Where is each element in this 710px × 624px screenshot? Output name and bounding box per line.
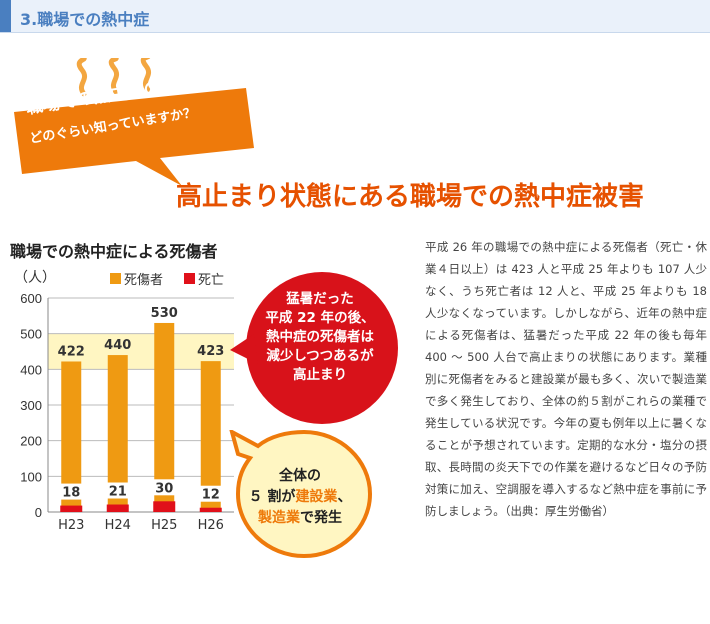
red-callout-text: 猛暑だった 平成 22 年の後、 熱中症の死傷者は 減少しつつあるが 高止まり xyxy=(246,290,394,385)
cream-text: で発生 xyxy=(300,510,342,526)
x-tick-label: H25 xyxy=(151,518,177,533)
heat-waves-icon xyxy=(76,58,152,97)
casualty-bar xyxy=(61,361,82,512)
cream-text: ５ 割が xyxy=(248,489,296,505)
x-tick-label: H23 xyxy=(58,518,84,533)
death-bar xyxy=(60,505,83,512)
y-tick-label: 400 xyxy=(20,362,42,377)
legend-swatch xyxy=(184,273,195,284)
legend-label: 死傷者 xyxy=(124,273,163,288)
y-tick-label: 500 xyxy=(20,327,42,342)
cream-callout-text: 全体の ５ 割が建設業、 製造業で発生 xyxy=(236,466,364,529)
red-callout-line: 減少しつつあるが xyxy=(266,348,374,364)
industry-manufacturing: 製造業 xyxy=(258,510,300,526)
y-tick-label: 100 xyxy=(20,469,42,484)
death-bar xyxy=(199,507,222,512)
bubble-shape xyxy=(14,88,254,186)
death-value-label: 21 xyxy=(109,485,127,500)
y-tick-label: 200 xyxy=(20,434,42,449)
death-bar xyxy=(153,501,176,512)
cream-callout-line-1: 全体の xyxy=(279,468,321,484)
death-value-label: 18 xyxy=(62,486,80,501)
y-tick-label: 300 xyxy=(20,398,42,413)
death-label-bg xyxy=(59,483,84,500)
y-axis-unit: （人） xyxy=(14,270,56,286)
casualty-value-label: 530 xyxy=(151,306,178,321)
death-value-label: 12 xyxy=(202,488,220,503)
x-tick-label: H24 xyxy=(105,518,131,533)
casualty-bar xyxy=(154,322,175,512)
death-label-bg xyxy=(152,479,177,496)
red-callout-line: 高止まり xyxy=(293,367,347,383)
red-callout-line: 熱中症の死傷者は xyxy=(266,329,374,345)
casualty-bar-chart: 0 100 200 300 400 500 600 （人） 死傷者 死亡 422 18 H23 440 21… xyxy=(14,270,234,533)
headline: 高止まり状態にある職場での熱中症被害 xyxy=(176,182,645,212)
section-title: 3.職場での熱中症 xyxy=(20,10,150,29)
article-body: 平成 26 年の職場での熱中症による死傷者（死亡・休業４日以上）は 423 人と… xyxy=(425,240,707,518)
legend-swatch xyxy=(110,273,121,284)
header-accent-bar xyxy=(0,0,11,32)
cream-callout-line-3: 製造業で発生 xyxy=(236,508,364,529)
y-tick-label: 0 xyxy=(35,505,42,520)
casualty-value-label: 422 xyxy=(58,344,85,359)
casualty-value-label: 440 xyxy=(104,338,131,353)
industry-construction: 建設業 xyxy=(295,489,338,505)
red-callout-line: 猛暑だった xyxy=(286,291,354,307)
section-header: 3.職場での熱中症 xyxy=(0,0,710,33)
x-tick-label: H26 xyxy=(198,518,224,533)
y-tick-label: 600 xyxy=(20,291,42,306)
chart-title: 職場での熱中症による死傷者 xyxy=(10,242,218,261)
casualty-value-label: 423 xyxy=(197,344,224,359)
red-callout-line: 平成 22 年の後、 xyxy=(265,310,375,326)
red-callout-shape xyxy=(230,272,398,424)
death-value-label: 30 xyxy=(155,481,173,496)
question-bubble: 職場での熱中症のこと、 どのぐらい知っていますか？ xyxy=(10,70,258,186)
legend-label: 死亡 xyxy=(198,273,224,288)
death-label-bg xyxy=(105,482,130,499)
cream-callout-shape xyxy=(229,430,373,559)
cream-callout-line-2: ５ 割が建設業、 xyxy=(236,487,364,508)
death-label-bg xyxy=(198,485,223,502)
cream-text: 、 xyxy=(337,489,352,505)
casualty-bar xyxy=(107,355,128,512)
casualty-bar xyxy=(200,361,221,512)
death-bar xyxy=(106,504,129,512)
